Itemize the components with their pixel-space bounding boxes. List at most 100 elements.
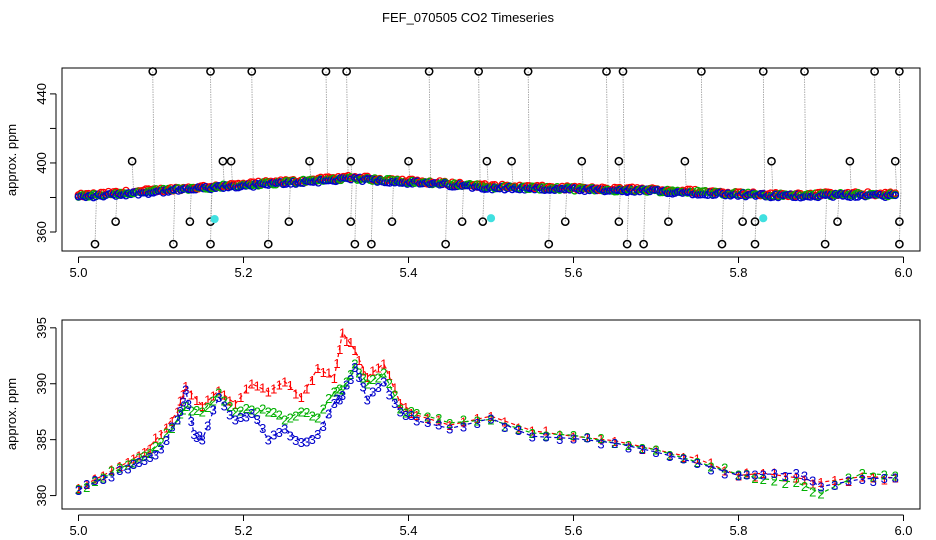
bottom-point-label-1: 1 (386, 368, 393, 383)
bottom-point-label-3: 3 (309, 432, 316, 447)
bottom-point-label-2: 2 (243, 401, 250, 416)
bottom-point-label-2: 2 (751, 471, 758, 486)
bottom-point-label-1: 1 (782, 470, 789, 485)
bottom-point-label-1: 1 (380, 357, 387, 372)
bottom-point-label-1: 1 (179, 387, 186, 402)
top-outlier-connector (461, 185, 465, 222)
bottom-x-tick-label: 6.0 (894, 523, 912, 538)
bottom-point-label-3: 3 (174, 413, 181, 428)
top-outlier-point (800, 67, 809, 76)
bottom-point-label-2: 2 (130, 455, 137, 470)
bottom-point-label-2: 2 (168, 421, 175, 436)
bottom-point-label-3: 3 (204, 418, 211, 433)
bottom-point-label-1: 1 (108, 463, 115, 478)
bottom-point-label-1: 1 (146, 441, 153, 456)
bottom-point-label-1: 1 (254, 379, 261, 394)
top-outlier-point (680, 156, 690, 166)
top-outlier-connector (804, 71, 807, 196)
top-outlier-point (544, 239, 554, 249)
bottom-series-line-1 (78, 330, 896, 489)
bottom-point-label-3: 3 (809, 473, 816, 488)
bottom-axes: 5.0 5.2 5.4 5.6 5.8 6.0 380 385 390 395 (34, 317, 913, 538)
top-y-tick-label: 440 (34, 83, 49, 105)
bottom-point-label-2: 2 (793, 475, 800, 490)
bottom-point-label-1: 1 (397, 396, 404, 411)
bottom-point-label-2: 2 (91, 474, 98, 489)
bottom-point-label-1: 1 (276, 377, 283, 392)
bottom-y-axis-title: approx. ppm (4, 378, 19, 450)
top-cyan-point (210, 214, 219, 224)
top-outlier-connector (478, 71, 481, 187)
bottom-point-label-3: 3 (529, 429, 536, 444)
top-outlier-point (367, 239, 376, 249)
bottom-point-label-3: 3 (721, 466, 728, 481)
top-outlier-connector (874, 71, 877, 195)
bottom-point-label-3: 3 (281, 421, 288, 436)
top-outlier-connector (700, 71, 704, 193)
bottom-point-label-3: 3 (116, 463, 123, 478)
bottom-point-label-2: 2 (163, 425, 170, 440)
bottom-point-label-1: 1 (460, 415, 467, 430)
top-outlier-connector (482, 186, 485, 222)
top-outlier-connector (350, 178, 353, 222)
bottom-point-label-1: 1 (760, 466, 767, 481)
bottom-point-label-1: 1 (339, 325, 346, 340)
bottom-point-label-1: 1 (435, 413, 442, 428)
top-cyan-point (759, 214, 768, 223)
bottom-point-label-2: 2 (771, 473, 778, 488)
bottom-point-label-3: 3 (135, 455, 142, 470)
bottom-point-label-3: 3 (188, 414, 195, 429)
bottom-point-label-1: 1 (204, 392, 211, 407)
top-outlier-connector (210, 187, 213, 245)
bottom-point-label-1: 1 (639, 442, 646, 457)
bottom-point-label-3: 3 (391, 396, 398, 411)
bottom-point-label-2: 2 (859, 466, 866, 481)
top-outlier-point (870, 67, 879, 76)
bottom-point-label-3: 3 (666, 449, 673, 464)
top-outlier-point (346, 156, 356, 166)
top-outlier-point (342, 67, 351, 76)
bottom-point-label-2: 2 (320, 402, 327, 417)
bottom-point-label-2: 2 (424, 409, 431, 424)
bottom-point-label-3: 3 (369, 385, 376, 400)
bottom-point-label-2: 2 (232, 405, 239, 420)
top-outlier-connector (370, 179, 374, 245)
bottom-point-label-2: 2 (215, 386, 222, 401)
bottom-point-label-3: 3 (91, 473, 98, 488)
bottom-point-label-2: 2 (369, 372, 376, 387)
bottom-point-label-3: 3 (199, 433, 206, 448)
bottom-point-label-1: 1 (163, 420, 170, 435)
bottom-point-label-2: 2 (817, 486, 824, 501)
bottom-point-label-1: 1 (771, 465, 778, 480)
bottom-point-label-3: 3 (402, 408, 409, 423)
bottom-point-label-3: 3 (157, 442, 164, 457)
bottom-point-label-3: 3 (487, 411, 494, 426)
top-outlier-connector (762, 71, 766, 195)
bottom-point-label-3: 3 (364, 392, 371, 407)
top-outlier-point (697, 67, 706, 76)
bottom-point-label-1: 1 (625, 438, 632, 453)
top-outlier-connector (354, 178, 357, 245)
bottom-point-label-1: 1 (584, 430, 591, 445)
bottom-point-label-2: 2 (221, 394, 228, 409)
bottom-point-label-2: 2 (331, 385, 338, 400)
top-outlier-point (507, 156, 516, 166)
bottom-point-label-3: 3 (413, 414, 420, 429)
top-outlier-point (622, 239, 632, 249)
bottom-point-label-2: 2 (75, 482, 82, 497)
bottom-point-label-3: 3 (179, 395, 186, 410)
bottom-point-label-2: 2 (325, 391, 332, 406)
top-outlier-connector (564, 188, 568, 222)
bottom-point-label-2: 2 (501, 419, 508, 434)
top-data-marks (74, 67, 904, 249)
bottom-point-label-1: 1 (408, 406, 415, 421)
bottom-point-label-3: 3 (333, 392, 340, 407)
bottom-point-label-1: 1 (215, 383, 222, 398)
top-panel: approx. ppm 5.0 5.2 5.4 5.6 5.8 6.0 360 400 440 (4, 67, 921, 280)
bottom-point-label-1: 1 (333, 356, 340, 371)
bottom-point-label-2: 2 (265, 405, 272, 420)
bottom-point-label-3: 3 (270, 428, 277, 443)
bottom-point-label-3: 3 (336, 393, 343, 408)
bottom-point-label-3: 3 (237, 410, 244, 425)
bottom-x-tick-label: 5.6 (564, 523, 582, 538)
